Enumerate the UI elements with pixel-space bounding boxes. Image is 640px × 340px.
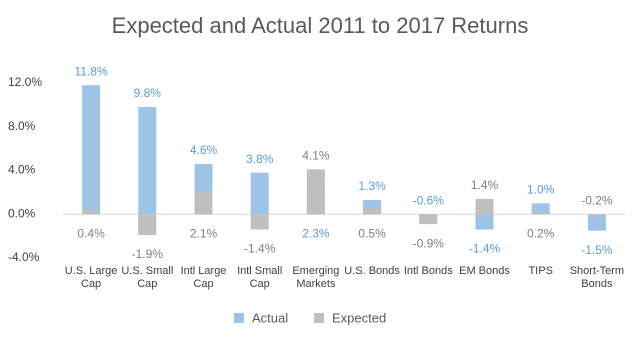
chart-title: Expected and Actual 2011 to 2017 Returns [112,13,529,38]
value-label: 3.8% [246,152,274,166]
value-label: -1.4% [469,242,501,256]
x-tick-label: Intl Small Cap [237,265,283,290]
value-label: 2.3% [302,226,330,240]
value-label: 1.4% [471,178,499,192]
bar [250,172,269,215]
x-tick-label: TIPS [528,265,553,277]
value-label: 11.8% [75,64,108,78]
bar [475,214,494,230]
value-label: 0.2% [527,226,555,240]
y-tick-label: 12.0% [8,75,42,89]
legend-label: Actual [252,310,288,325]
bar [531,212,550,215]
y-tick-label: 0.0% [8,206,36,220]
x-tick-label: Intl Bonds [403,265,453,277]
value-label: -0.2% [581,193,613,207]
bar [419,214,438,225]
bar [587,214,606,217]
bar [250,214,269,230]
x-tick-label: U.S. Bonds [344,265,400,277]
legend-swatch [314,313,324,323]
x-tick-label: Intl Large Cap [180,265,227,290]
value-label: -1.4% [244,242,276,256]
bar [82,85,101,215]
legend-label: Expected [332,310,386,325]
y-tick-label: -4.0% [8,250,40,264]
value-label: 1.0% [527,182,555,196]
bar [363,208,382,215]
x-tick-label: U.S. Small Cap [121,265,174,290]
bar [82,209,101,215]
value-label: 4.1% [302,149,330,163]
bar [138,107,157,215]
y-tick-label: 8.0% [8,119,36,133]
value-label: -1.9% [132,247,164,261]
bar [138,214,157,236]
x-tick-label: Emerging Markets [292,265,340,290]
bar [306,169,325,215]
legend-swatch [234,313,244,323]
value-label: -1.5% [581,243,613,257]
x-tick-label: Short-Term Bonds [569,265,625,290]
value-label: 4.6% [190,143,218,157]
y-tick-label: 4.0% [8,163,36,177]
bar [475,198,494,215]
value-label: 0.5% [358,226,386,240]
bar [587,214,606,231]
value-label: 1.3% [358,179,386,193]
value-label: -0.9% [413,236,445,250]
bar [531,203,550,215]
x-tick-label: EM Bonds [459,265,510,277]
value-label: 9.8% [134,86,162,100]
value-label: -0.6% [413,193,445,207]
bar [194,191,213,215]
value-label: 2.1% [190,226,218,240]
x-tick-label: U.S. Large Cap [64,265,118,290]
value-label: 0.4% [77,226,105,240]
